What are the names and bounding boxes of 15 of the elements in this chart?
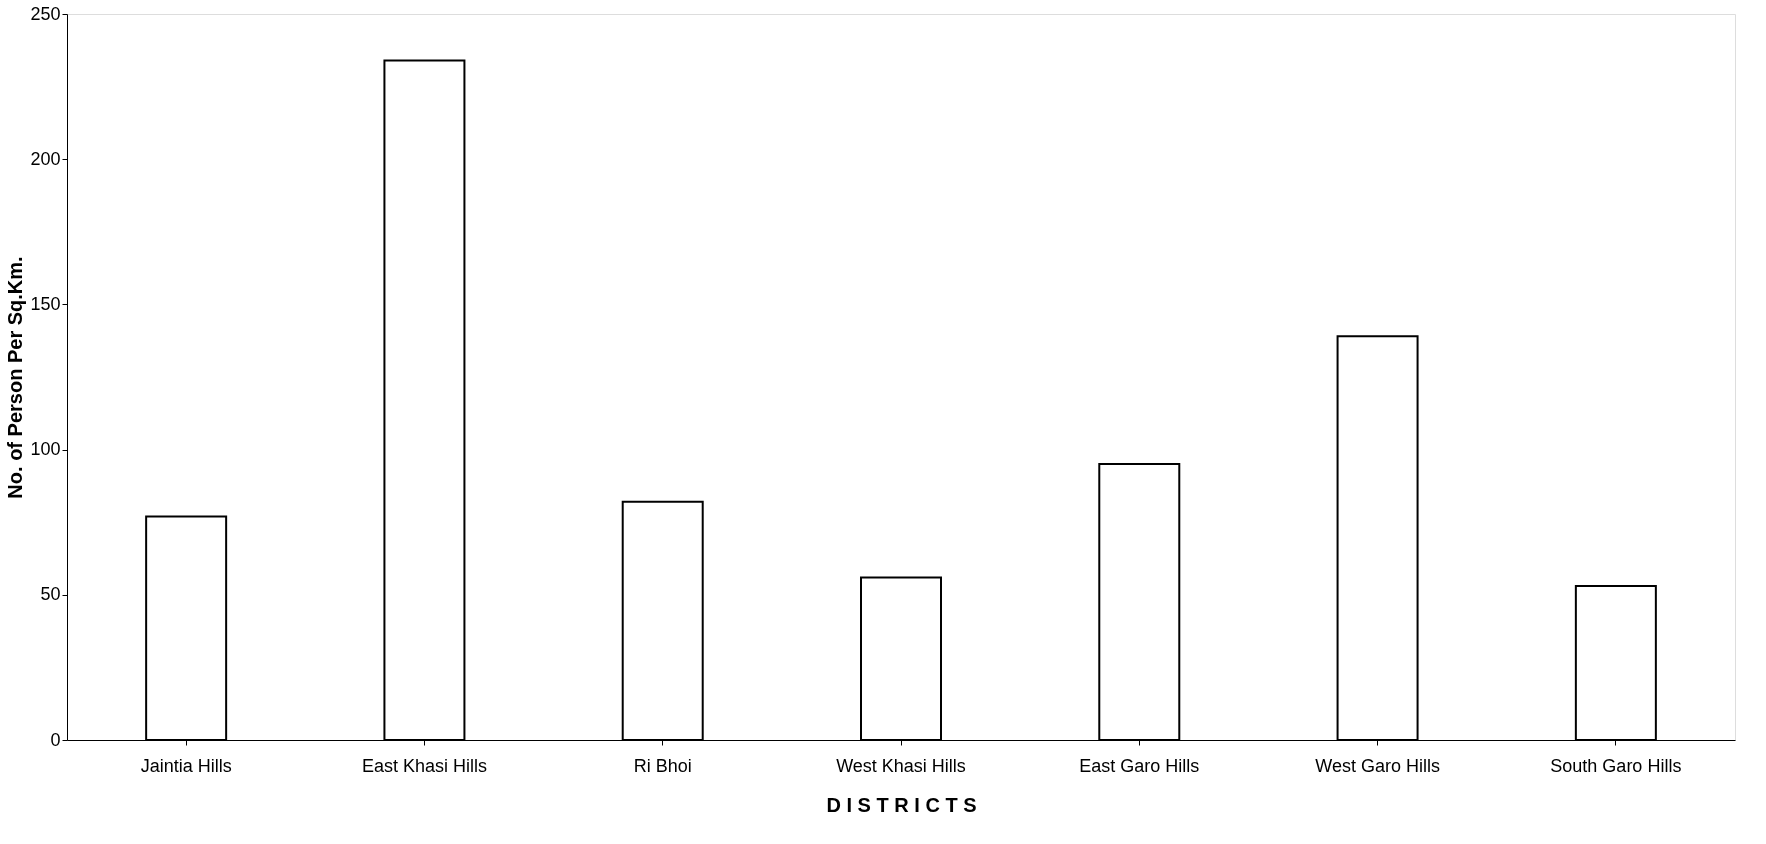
y-tick-label: 0 bbox=[50, 729, 61, 750]
x-tick-label: West Garo Hills bbox=[1315, 755, 1440, 776]
x-tick-label: West Khasi Hills bbox=[836, 755, 966, 776]
y-tick-label: 100 bbox=[30, 439, 61, 460]
x-tick-label: South Garo Hills bbox=[1550, 755, 1682, 776]
x-tick-label: Ri Bhoi bbox=[633, 755, 692, 776]
x-axis-title: D I S T R I C T S bbox=[826, 793, 977, 816]
y-tick-label: 50 bbox=[40, 584, 61, 605]
x-tick-label: East Garo Hills bbox=[1079, 755, 1200, 776]
x-tick-label: East Khasi Hills bbox=[361, 755, 487, 776]
y-tick-label: 200 bbox=[30, 148, 61, 169]
y-tick-label: 250 bbox=[30, 3, 61, 24]
y-tick-label: 150 bbox=[30, 293, 61, 314]
y-axis-title: No. of Person Per Sq.Km. bbox=[4, 256, 27, 499]
x-tick-label: Jaintia Hills bbox=[140, 755, 232, 776]
